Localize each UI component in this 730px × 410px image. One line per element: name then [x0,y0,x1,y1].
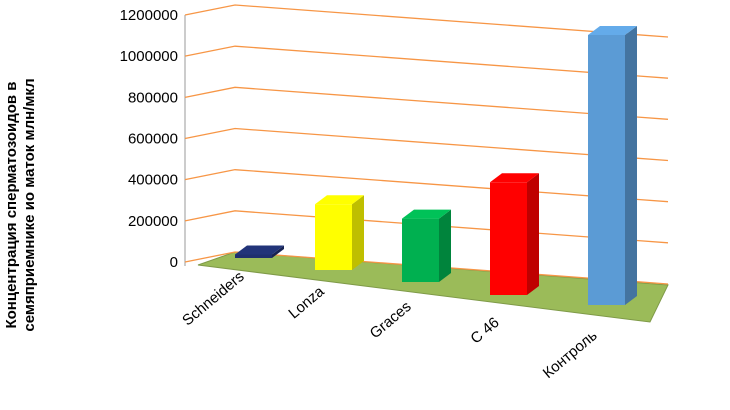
bar [402,209,451,282]
x-tick-label: Контроль [540,327,601,382]
y-tick-label: 800000 [128,89,178,106]
grid-line [184,127,669,162]
bar-top [235,245,284,255]
bar-side [352,195,364,270]
y-tick-label: 0 [170,254,178,271]
bar [315,195,364,270]
bar-top [402,209,451,219]
y-tick-label: 1000000 [120,48,178,65]
bar-front [402,218,439,282]
y-axis-title: Концентрация сперматозоидов в семяприемн… [3,78,38,331]
bar [588,26,637,305]
y-label-line: семяприемнике ио маток млн/мкл [21,78,38,331]
bar-top [315,195,364,205]
bar-top [490,173,539,183]
bar-top [588,26,637,35]
y-tick-label: 200000 [128,213,178,230]
y-tick-label: 600000 [128,131,178,148]
grid-line [184,86,669,120]
grid-line [184,45,669,79]
bar-front [588,35,625,305]
bar-side [439,209,451,282]
bar-side [527,173,539,295]
x-tick-label: Schneiders [179,268,247,329]
x-tick-label: Lonza [285,283,328,323]
bar-side [625,26,637,305]
y-label-line: Концентрация сперматозоидов в [3,81,20,328]
y-tick-label: 400000 [128,172,178,189]
x-tick-label: C 46 [467,314,502,347]
bar-side [272,245,284,258]
bar-front [490,182,527,295]
y-tick-label: 1200000 [120,7,178,24]
grid-line [184,4,669,38]
bar [490,173,539,295]
bar-front [235,254,272,258]
x-tick-label: Graces [367,298,415,342]
bar-front [315,204,352,270]
bar [235,245,284,258]
